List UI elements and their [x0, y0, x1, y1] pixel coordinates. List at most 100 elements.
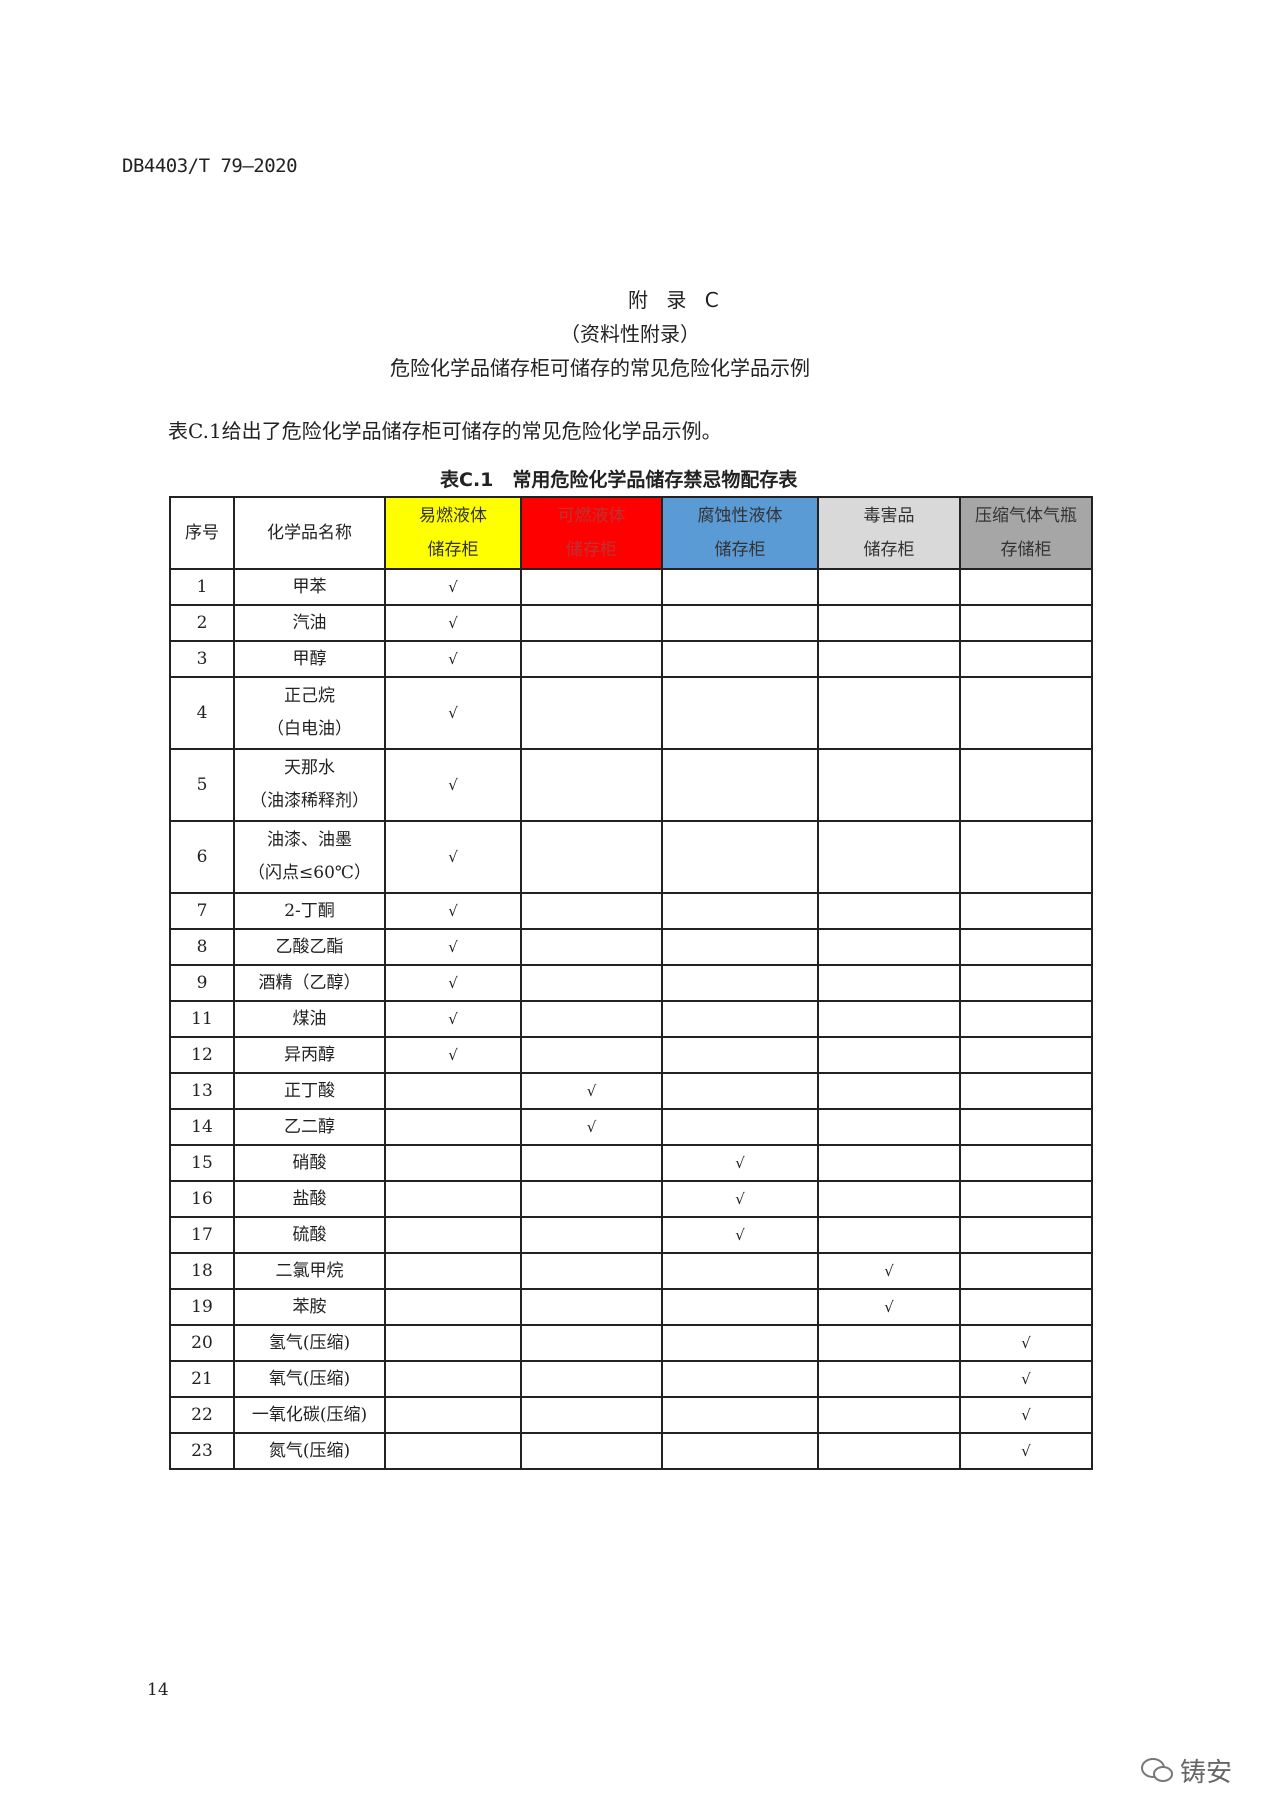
empty-cell [384, 1180, 522, 1218]
chemical-name: 盐酸 [233, 1180, 386, 1218]
check-cell: √ [520, 1108, 663, 1146]
check-cell: √ [959, 1432, 1093, 1470]
empty-cell [384, 1144, 522, 1182]
empty-cell [520, 964, 663, 1002]
row-number: 21 [169, 1360, 235, 1398]
check-cell: √ [661, 1144, 819, 1182]
name-line: 正丁酸 [284, 1081, 335, 1101]
wechat-logo-icon [1141, 1757, 1173, 1782]
row-number: 11 [169, 1000, 235, 1038]
empty-cell [520, 1396, 663, 1434]
empty-cell [661, 1252, 819, 1290]
document-code: DB4403/T 79—2020 [122, 155, 298, 177]
storage-table: 序号 化学品名称 易燃液体 储存柜 可燃液体 储存柜 腐蚀性液体 储存柜 毒害品 储存柜 压缩气体气… [169, 496, 1093, 1470]
header-cell: 序号 [169, 496, 235, 570]
empty-cell [959, 1108, 1093, 1146]
check-mark-icon: √ [448, 974, 458, 992]
table-row: 5 天那水 （油漆稀释剂） √ [169, 748, 1093, 822]
empty-cell [520, 1216, 663, 1254]
check-mark-icon: √ [586, 1082, 597, 1100]
empty-cell [661, 1000, 819, 1038]
check-mark-icon: √ [448, 847, 458, 866]
empty-cell [520, 892, 663, 930]
header-line: 序号 [185, 523, 219, 543]
header-line: 毒害品 [863, 506, 915, 526]
page-number: 14 [147, 1680, 169, 1700]
intro-paragraph: 表C.1给出了危险化学品储存柜可储存的常见危险化学品示例。 [168, 419, 722, 443]
name-line: 煤油 [292, 1009, 327, 1029]
check-cell: √ [384, 892, 522, 930]
chemical-name: 酒精（乙醇） [233, 964, 386, 1002]
header-line: 腐蚀性液体 [697, 506, 783, 526]
check-cell: √ [520, 1072, 663, 1110]
check-mark-icon: √ [1021, 1334, 1031, 1352]
name-line: 油漆、油墨 [267, 830, 352, 850]
empty-cell [384, 1360, 522, 1398]
name-line: 乙酸乙酯 [275, 937, 344, 957]
empty-cell [520, 1036, 663, 1074]
empty-cell [520, 1144, 663, 1182]
check-cell: √ [959, 1396, 1093, 1434]
empty-cell [520, 748, 663, 822]
header-line: 可燃液体 [557, 506, 626, 526]
row-number: 6 [169, 820, 235, 894]
empty-cell [661, 1396, 819, 1434]
check-mark-icon: √ [586, 1118, 597, 1136]
table-row: 1 甲苯 √ [169, 568, 1093, 606]
appendix-heading: 危险化学品储存柜可储存的常见危险化学品示例 [390, 356, 810, 380]
empty-cell [661, 676, 819, 750]
empty-cell [661, 1288, 819, 1326]
header-cell: 压缩气体气瓶 存储柜 [959, 496, 1093, 570]
check-mark-icon: √ [448, 902, 458, 920]
empty-cell [661, 1324, 819, 1362]
empty-cell [817, 964, 961, 1002]
empty-cell [661, 928, 819, 966]
empty-cell [520, 604, 663, 642]
watermark-text: 铸安 [1180, 1758, 1233, 1788]
check-cell: √ [959, 1360, 1093, 1398]
empty-cell [520, 1252, 663, 1290]
row-number: 4 [169, 676, 235, 750]
table-row: 8 乙酸乙酯 √ [169, 928, 1093, 966]
empty-cell [959, 928, 1093, 966]
empty-cell [661, 568, 819, 606]
chemical-name: 正己烷 （白电油） [233, 676, 386, 750]
empty-cell [817, 1180, 961, 1218]
check-cell: √ [959, 1324, 1093, 1362]
header-line: 存储柜 [1000, 540, 1052, 560]
empty-cell [384, 1432, 522, 1470]
watermark: 铸安 [1140, 1752, 1232, 1789]
empty-cell [661, 1432, 819, 1470]
name-line: 氧气(压缩) [268, 1369, 351, 1389]
check-mark-icon: √ [735, 1226, 745, 1244]
row-number: 18 [169, 1252, 235, 1290]
name-line: 二氯甲烷 [275, 1261, 344, 1281]
row-number: 17 [169, 1216, 235, 1254]
name-line: （油漆稀释剂） [250, 791, 369, 811]
table-row: 21 氧气(压缩) √ [169, 1360, 1093, 1398]
empty-cell [520, 640, 663, 678]
name-line: 硝酸 [292, 1153, 327, 1173]
chemical-name: 氧气(压缩) [233, 1360, 386, 1398]
check-mark-icon: √ [448, 1046, 458, 1064]
name-line: 甲醇 [292, 649, 327, 669]
empty-cell [959, 1180, 1093, 1218]
empty-cell [520, 1324, 663, 1362]
header-line: 储存柜 [863, 540, 915, 560]
empty-cell [661, 604, 819, 642]
chemical-name: 正丁酸 [233, 1072, 386, 1110]
empty-cell [520, 820, 663, 894]
row-number: 16 [169, 1180, 235, 1218]
chemical-name: 天那水 （油漆稀释剂） [233, 748, 386, 822]
table-row: 17 硫酸 √ [169, 1216, 1093, 1254]
table-row: 7 2-丁酮 √ [169, 892, 1093, 930]
row-number: 23 [169, 1432, 235, 1470]
row-number: 1 [169, 568, 235, 606]
empty-cell [959, 820, 1093, 894]
appendix-title: 附 录 C [628, 288, 719, 312]
name-line: 硫酸 [292, 1225, 327, 1245]
check-cell: √ [384, 1000, 522, 1038]
empty-cell [520, 568, 663, 606]
header-cell: 可燃液体 储存柜 [520, 496, 663, 570]
header-line: 储存柜 [566, 540, 617, 560]
